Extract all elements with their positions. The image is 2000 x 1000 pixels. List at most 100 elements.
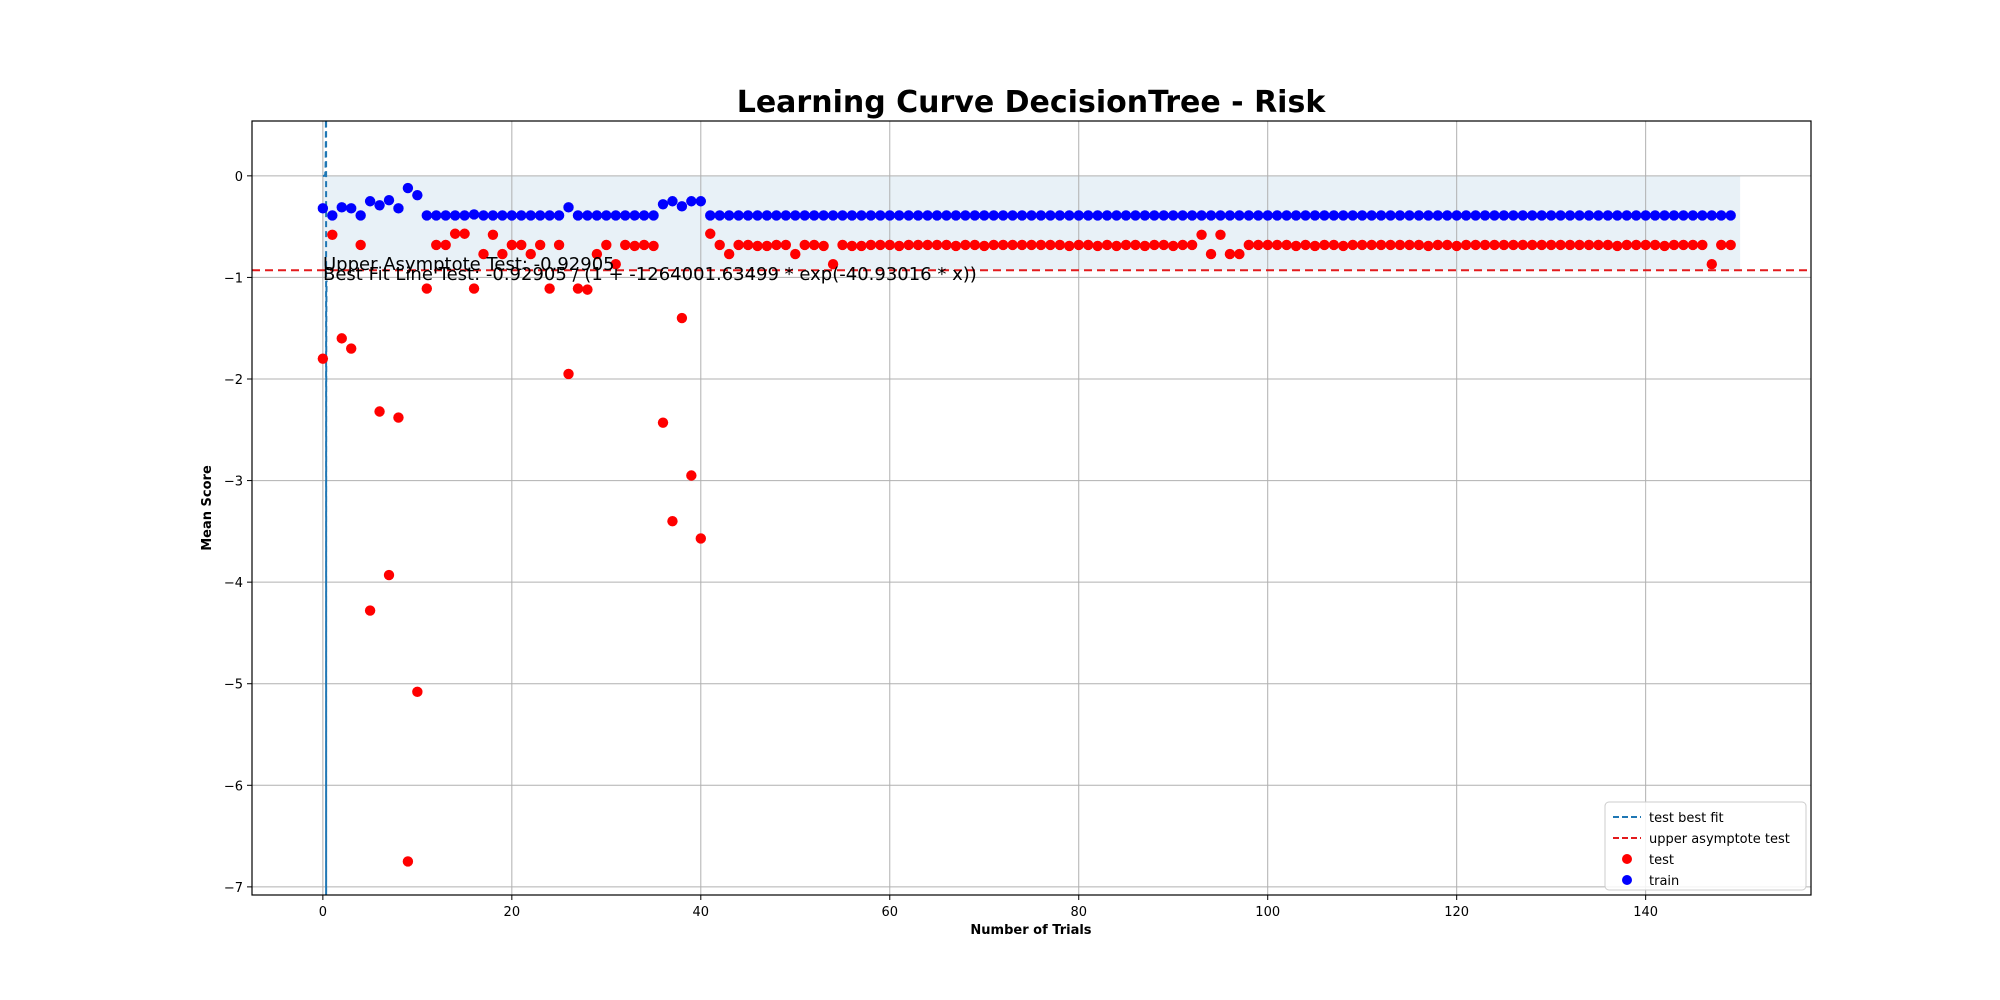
test-point	[1621, 239, 1632, 251]
test-point	[1508, 239, 1519, 251]
test-point	[1545, 239, 1557, 251]
train-point	[1243, 210, 1255, 221]
x-tick-label: 20	[504, 905, 521, 920]
fill-band	[322, 175, 1741, 271]
test-point	[1177, 239, 1188, 251]
test-point	[1234, 248, 1245, 260]
train-point	[657, 199, 669, 210]
test-point	[1716, 239, 1727, 251]
train-point	[1111, 210, 1122, 221]
train-point	[1130, 210, 1141, 221]
train-point	[1668, 210, 1680, 221]
test-point	[346, 343, 357, 354]
test-point	[1045, 239, 1056, 251]
train-point	[1564, 210, 1576, 221]
test-point	[1564, 239, 1576, 251]
train-point	[1300, 210, 1311, 221]
train-point	[516, 210, 527, 221]
test-point	[865, 239, 877, 251]
train-point	[1725, 210, 1736, 221]
test-point	[1394, 239, 1406, 251]
train-point	[355, 210, 366, 221]
test-point	[449, 228, 461, 239]
test-point	[1555, 239, 1566, 251]
test-point	[979, 240, 990, 252]
test-point	[695, 533, 707, 544]
test-point	[752, 240, 763, 252]
y-tick-label: −5	[224, 678, 243, 693]
train-point	[1234, 210, 1245, 221]
train-point	[705, 210, 716, 221]
test-point	[497, 248, 508, 260]
train-point	[1423, 210, 1434, 221]
test-point	[1158, 239, 1169, 251]
train-point	[733, 210, 744, 221]
legend-box	[1604, 801, 1807, 891]
train-point	[1517, 210, 1529, 221]
annotation-upper-asymptote: Upper Asymptote Test: -0.92905	[323, 254, 615, 275]
train-point	[1045, 210, 1056, 221]
train-point	[922, 210, 933, 221]
train-point	[1687, 210, 1699, 221]
train-point	[1328, 210, 1340, 221]
test-point	[912, 239, 924, 251]
test-point	[1054, 239, 1066, 251]
train-point	[1186, 210, 1198, 221]
train-point	[1082, 210, 1094, 221]
train-point	[1508, 210, 1519, 221]
train-point	[1092, 210, 1103, 221]
x-tick-label: 60	[881, 905, 898, 920]
train-point	[903, 210, 914, 221]
train-point	[1413, 210, 1425, 221]
y-tick-label: −3	[224, 475, 243, 490]
test-point	[1111, 240, 1122, 252]
test-point	[1139, 240, 1151, 252]
test-point	[1375, 239, 1387, 251]
test-point	[969, 239, 981, 251]
train-point	[1432, 210, 1443, 221]
train-point	[402, 182, 414, 194]
legend-swatch-marker	[1622, 875, 1632, 885]
test-point	[1092, 240, 1103, 252]
test-point	[837, 239, 848, 251]
train-point	[1035, 210, 1047, 221]
test-point	[827, 259, 839, 270]
train-point	[1366, 210, 1377, 221]
train-point	[979, 210, 990, 221]
test-point	[620, 239, 631, 251]
train-point	[752, 210, 763, 221]
test-point	[1498, 239, 1510, 251]
x-tick-label: 0	[319, 905, 327, 920]
train-point	[1460, 210, 1472, 221]
x-tick-label: 80	[1070, 905, 1087, 920]
train-point	[686, 196, 697, 207]
chart-title: Learning Curve DecisionTree - Risk	[737, 85, 1327, 120]
train-point	[1262, 210, 1273, 221]
test-point	[601, 239, 612, 251]
test-point	[431, 239, 442, 251]
train-point	[1338, 210, 1349, 221]
train-point	[1253, 210, 1264, 221]
train-point	[506, 210, 518, 221]
test-point	[1130, 239, 1141, 251]
train-point	[468, 209, 480, 220]
test-point	[1593, 239, 1604, 251]
train-point	[808, 210, 820, 221]
test-point	[1338, 240, 1349, 252]
test-point	[1489, 239, 1500, 251]
train-point	[364, 196, 376, 207]
test-point	[771, 239, 782, 251]
test-point	[327, 229, 338, 240]
test-point	[1016, 239, 1028, 251]
test-point	[638, 239, 650, 251]
legend: test best fit upper asymptote test test tra…	[1604, 801, 1807, 891]
test-point	[1640, 239, 1651, 251]
test-point	[563, 368, 574, 380]
test-point	[875, 239, 886, 251]
test-point	[516, 239, 527, 251]
test-point	[1101, 239, 1113, 251]
train-point	[327, 210, 338, 221]
train-point	[421, 210, 432, 221]
train-point	[478, 210, 489, 221]
legend-swatch-marker	[1622, 854, 1632, 864]
